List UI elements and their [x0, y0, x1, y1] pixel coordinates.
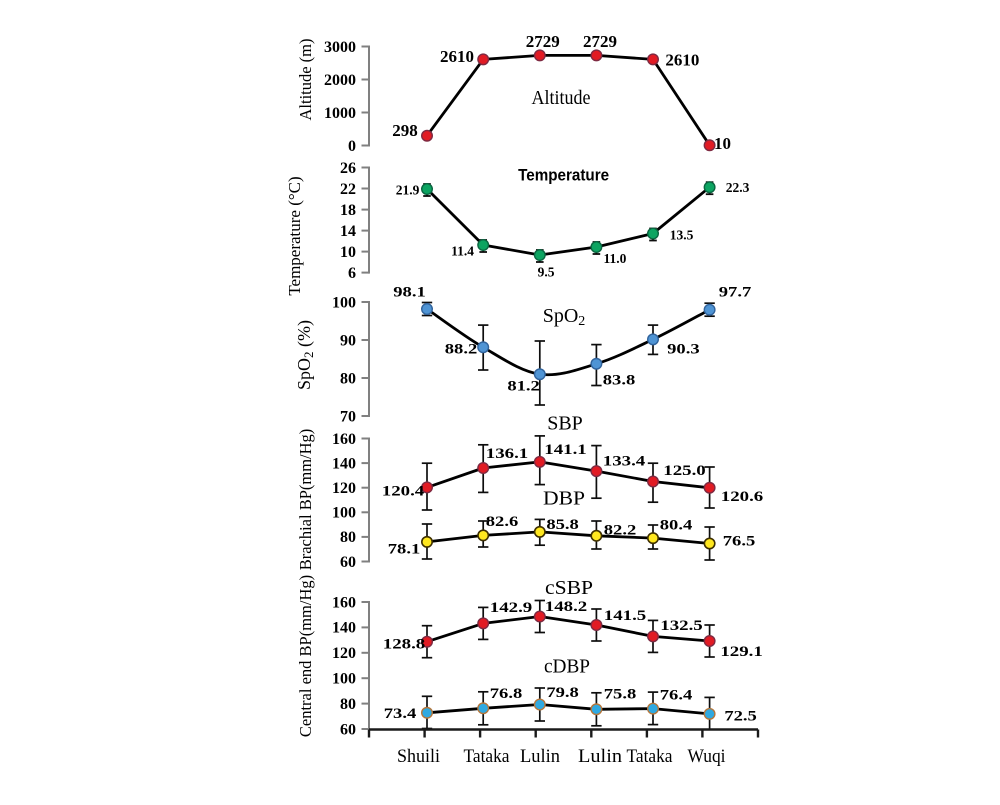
svg-text:97.7: 97.7: [719, 284, 752, 300]
svg-text:98.1: 98.1: [393, 284, 426, 300]
svg-text:83.8: 83.8: [603, 373, 636, 389]
svg-text:2729: 2729: [583, 32, 617, 51]
svg-text:18: 18: [340, 202, 356, 219]
svg-text:136.1: 136.1: [486, 446, 529, 462]
svg-text:Lulin: Lulin: [520, 746, 560, 767]
svg-text:298: 298: [392, 121, 418, 140]
svg-text:26: 26: [340, 160, 356, 177]
svg-text:SpO2: SpO2: [543, 305, 586, 329]
svg-text:128.8: 128.8: [383, 637, 426, 653]
svg-text:Central end BP(mm/Hg): Central end BP(mm/Hg): [296, 575, 315, 737]
svg-text:SBP: SBP: [547, 413, 583, 435]
svg-text:140: 140: [332, 455, 356, 472]
svg-text:13.5: 13.5: [670, 228, 694, 243]
svg-text:82.6: 82.6: [486, 514, 519, 530]
svg-text:85.8: 85.8: [546, 517, 579, 533]
svg-text:Temperature: Temperature: [518, 166, 609, 185]
svg-text:90: 90: [340, 332, 356, 349]
svg-text:22: 22: [340, 181, 356, 198]
svg-text:9.5: 9.5: [538, 265, 555, 280]
svg-text:73.4: 73.4: [384, 706, 417, 722]
svg-text:80: 80: [340, 529, 356, 546]
svg-text:10: 10: [714, 134, 731, 153]
svg-text:2000: 2000: [324, 72, 356, 89]
svg-text:81.2: 81.2: [507, 378, 540, 394]
svg-text:DBP: DBP: [543, 488, 585, 510]
svg-text:60: 60: [340, 721, 356, 738]
svg-text:133.4: 133.4: [603, 453, 646, 469]
svg-text:Tataka: Tataka: [627, 746, 674, 767]
svg-text:21.9: 21.9: [396, 183, 420, 198]
svg-text:2610: 2610: [440, 47, 474, 66]
svg-text:120.6: 120.6: [721, 489, 764, 505]
svg-text:11.4: 11.4: [451, 244, 474, 259]
svg-text:125.0: 125.0: [663, 463, 706, 479]
svg-text:78.1: 78.1: [388, 542, 421, 558]
svg-text:141.5: 141.5: [604, 608, 647, 624]
svg-text:cSBP: cSBP: [545, 577, 593, 599]
svg-text:Brachial BP(mm/Hg): Brachial BP(mm/Hg): [296, 429, 315, 571]
svg-text:79.8: 79.8: [546, 685, 579, 701]
svg-text:Shuili: Shuili: [397, 746, 440, 767]
svg-text:160: 160: [332, 431, 356, 448]
svg-text:80.4: 80.4: [660, 518, 693, 534]
svg-text:Altitude: Altitude: [532, 87, 591, 109]
svg-text:14: 14: [340, 223, 356, 240]
svg-text:129.1: 129.1: [720, 644, 763, 660]
svg-text:cDBP: cDBP: [544, 656, 590, 678]
svg-text:0: 0: [348, 138, 356, 155]
svg-text:6: 6: [348, 265, 356, 282]
svg-text:11.0: 11.0: [604, 251, 627, 266]
svg-text:80: 80: [340, 696, 356, 713]
svg-text:75.8: 75.8: [604, 687, 637, 703]
svg-text:76.5: 76.5: [723, 533, 756, 549]
svg-text:160: 160: [332, 594, 356, 611]
svg-text:100: 100: [332, 671, 356, 688]
svg-text:Temperature (°C): Temperature (°C): [285, 176, 304, 295]
svg-text:120: 120: [332, 645, 356, 662]
svg-text:10: 10: [340, 244, 356, 261]
svg-text:SpO2 (%): SpO2 (%): [294, 320, 316, 390]
svg-text:Wuqi: Wuqi: [688, 746, 726, 767]
svg-text:90.3: 90.3: [667, 341, 700, 357]
svg-text:120: 120: [332, 480, 356, 497]
svg-text:88.2: 88.2: [445, 341, 478, 357]
svg-text:60: 60: [340, 554, 356, 571]
svg-text:80: 80: [340, 370, 356, 387]
svg-text:Tataka: Tataka: [464, 746, 511, 767]
svg-text:82.2: 82.2: [604, 523, 637, 539]
svg-text:76.4: 76.4: [660, 688, 693, 704]
svg-text:22.3: 22.3: [726, 180, 750, 195]
svg-text:100: 100: [332, 294, 356, 311]
svg-text:132.5: 132.5: [660, 618, 703, 634]
svg-text:Altitude (m): Altitude (m): [296, 38, 315, 120]
svg-text:2610: 2610: [665, 51, 699, 70]
svg-text:3000: 3000: [324, 39, 356, 56]
svg-text:140: 140: [332, 620, 356, 637]
svg-text:2729: 2729: [526, 32, 560, 51]
svg-text:142.9: 142.9: [490, 600, 533, 616]
svg-text:1000: 1000: [324, 105, 356, 122]
svg-text:141.1: 141.1: [544, 442, 587, 458]
svg-text:120.4: 120.4: [382, 483, 425, 499]
svg-text:76.8: 76.8: [490, 686, 523, 702]
svg-text:72.5: 72.5: [724, 708, 757, 724]
svg-text:70: 70: [340, 408, 356, 425]
svg-text:Lulin: Lulin: [578, 746, 623, 767]
svg-text:148.2: 148.2: [545, 599, 588, 615]
svg-text:100: 100: [332, 505, 356, 522]
